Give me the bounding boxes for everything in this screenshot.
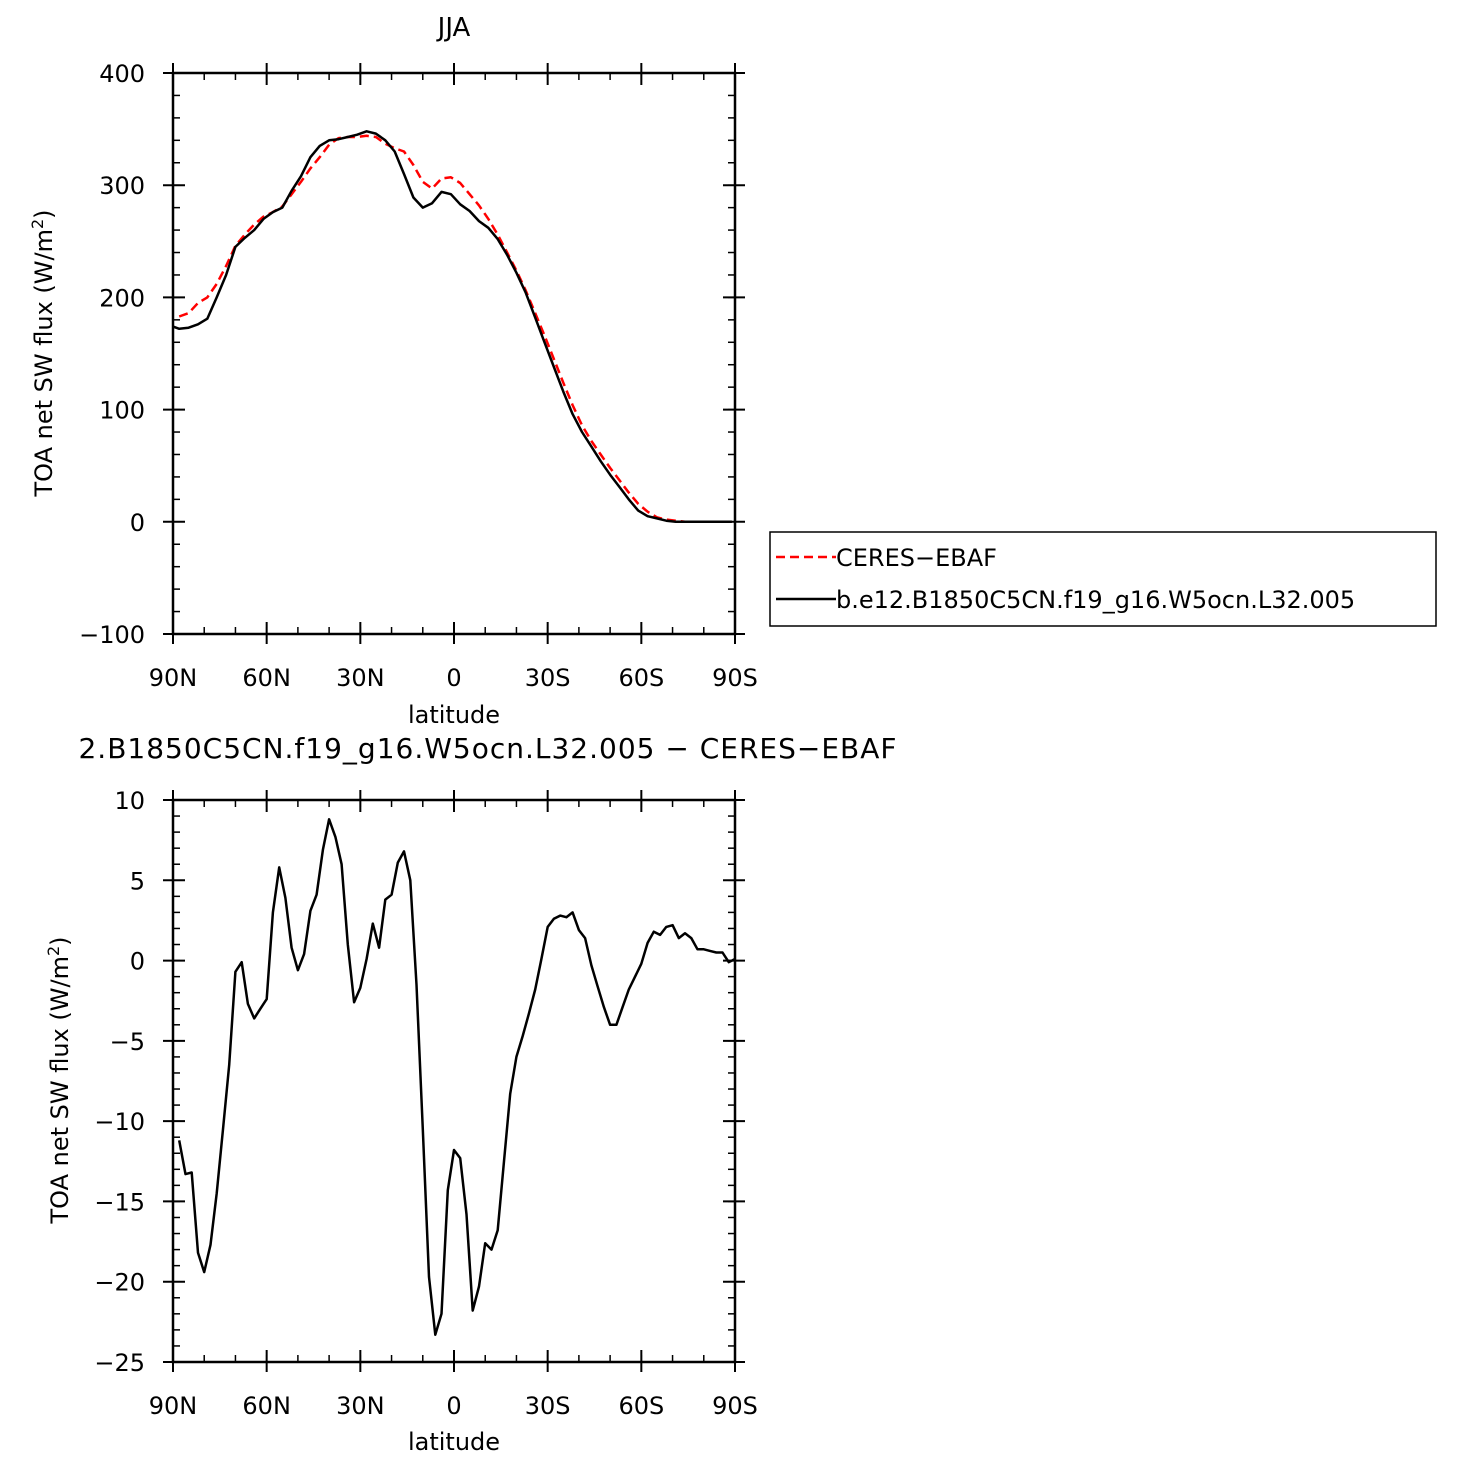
bottom-x-tick-label: 90N [149,1392,198,1420]
top-x-tick-label: 90N [149,664,198,692]
top-y-tick-label: 400 [99,60,145,88]
legend-box [769,531,1437,627]
legend-label-model: b.e12.B1850C5CN.f19_g16.W5ocn.L32.005 [836,586,1355,614]
top-y-tick-label: −100 [79,621,145,649]
top-x-tick-label: 90S [712,664,758,692]
bottom-x-tick-label: 0 [446,1392,461,1420]
top-chart-marks: 90N 60N 30N 0 30S 60S 90S −100 0 100 200 300 400 [79,60,758,692]
top-y-axis-label-main: TOA net SW flux (W/m [30,229,58,498]
top-x-tick-label: 60S [618,664,664,692]
top-y-tick-label: 100 [99,397,145,425]
top-x-tick-label: 30N [336,664,385,692]
bottom-series-difference-line [177,818,736,1336]
bottom-y-tick-label: −5 [110,1028,145,1056]
bottom-x-axis-label: latitude [408,1428,500,1456]
bottom-y-axis-label-close: ) [46,936,74,945]
top-plot-frame [171,71,737,636]
bottom-x-tick-label: 60N [242,1392,291,1420]
bottom-y-axis-label-sup: 2 [44,946,63,956]
top-y-tick-label: 200 [99,284,145,312]
legend-label-ceres: CERES−EBAF [836,544,997,572]
bottom-x-tick-label: 60S [618,1392,664,1420]
bottom-y-tick-label: 5 [130,867,145,895]
top-x-tick-label: 0 [446,664,461,692]
bottom-chart-marks: 90N 60N 30N 0 30S 60S 90S −25 −20 −15 −10 −5 0 5 10 [94,787,758,1420]
bottom-y-axis-label: TOA net SW flux (W/m2) [44,936,74,1224]
top-chart-title: JJA [436,13,471,43]
top-x-axis-label: latitude [408,701,500,729]
top-y-axis-label-sup: 2 [28,219,47,229]
top-y-tick-label: 300 [99,172,145,200]
bottom-y-tick-label: 0 [130,948,145,976]
top-panel: JJA 90N 60N 30N 0 30S 60S 90S −100 0 100 200 300 400… [28,13,1437,729]
top-series-ceres-ebaf-line [178,134,732,524]
bottom-x-tick-label: 90S [712,1392,758,1420]
bottom-y-tick-label: 10 [114,787,145,815]
bottom-y-tick-label: −20 [94,1269,145,1297]
top-y-axis-label-close: ) [30,209,58,218]
bottom-y-tick-label: −25 [94,1349,145,1377]
bottom-chart-title: 2.B1850C5CN.f19_g16.W5ocn.L32.005 − CERE… [78,732,897,765]
bottom-panel: 2.B1850C5CN.f19_g16.W5ocn.L32.005 − CERE… [44,732,897,1456]
bottom-x-tick-label: 30S [525,1392,571,1420]
top-y-axis-label: TOA net SW flux (W/m2) [28,209,58,497]
legend: CERES−EBAF b.e12.B1850C5CN.f19_g16.W5ocn… [769,531,1437,627]
bottom-y-axis-label-main: TOA net SW flux (W/m [46,956,74,1225]
bottom-plot-frame [171,798,737,1364]
top-x-tick-label: 60N [242,664,291,692]
bottom-x-tick-label: 30N [336,1392,385,1420]
top-x-tick-label: 30S [525,664,571,692]
bottom-y-tick-label: −10 [94,1108,145,1136]
top-series-model-line [172,130,732,524]
top-y-tick-label: 0 [130,509,145,537]
bottom-y-tick-label: −15 [94,1188,145,1216]
